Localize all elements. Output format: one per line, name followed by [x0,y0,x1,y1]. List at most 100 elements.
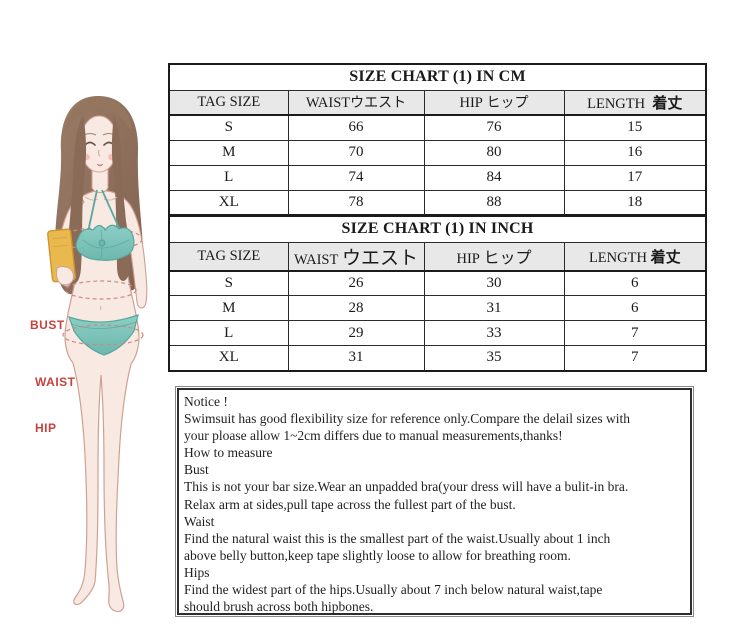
model-figure-drawing [47,96,148,613]
mouth [96,163,104,167]
navel [99,305,102,311]
bikini-bottom [68,314,139,356]
notice-line: your ploase allow 1~2cm differs due to m… [184,428,563,444]
table-header-row: TAG SIZE WAISTウエスト HIP ヒップ LENGTH 着丈 [168,89,707,116]
header-tag-size: TAG SIZE [168,89,289,116]
notice-line: How to measure [184,445,273,461]
waist-label: WAIST [35,375,76,389]
notice-line: Find the natural waist this is the small… [184,530,611,546]
cell-size: M [168,295,289,321]
inch-table-title: SIZE CHART (1) IN INCH [168,215,707,243]
cell-waist: 70 [287,139,425,166]
header-hip-jp: ヒップ [483,250,532,267]
notice-line: Swimsuit has good flexibility size for r… [184,411,631,427]
header-waist-en: WAIST [294,251,339,268]
header-length: LENGTH 着丈 [563,89,707,116]
table-row: S 26 30 6 [168,270,707,296]
bikini-bottom-band-line [70,321,137,329]
model-illustration: BUST WAIST HIP [5,90,170,630]
cell-waist: 29 [287,320,425,346]
cell-waist: 74 [287,164,425,191]
header-length: LENGTH 着丈 [563,241,707,272]
cell-length: 18 [563,189,707,216]
header-hip-en: HIP [456,251,480,267]
cell-size: L [168,164,289,191]
waist-dashed-line [65,280,137,300]
cell-hip: 35 [423,345,565,371]
cell-hip: 33 [423,320,565,346]
header-length-jp: 着丈 [650,249,681,266]
collarbone-lines [84,196,118,201]
cell-length: 17 [563,164,707,191]
notice-line: Relax arm at sides,pull tape across the … [184,496,516,512]
notice-line: Notice ! [184,394,228,409]
header-length-jp: 着丈 [652,95,683,112]
header-hip-en: HIP [459,95,483,112]
cell-waist: 28 [287,295,425,321]
notice-line: Bust [184,462,209,478]
table-title-row: SIZE CHART (1) IN CM [168,63,707,91]
cell-length: 7 [563,345,707,371]
hip-label: HIP [35,421,57,435]
cell-size: S [168,114,289,141]
cell-size: S [168,270,289,296]
cell-length: 7 [563,320,707,346]
bikini-top-knot [98,239,106,247]
table-row: L 74 84 17 [168,164,707,191]
cell-length: 6 [563,295,707,321]
table-row: L 29 33 7 [168,320,707,346]
header-waist-jp: ウエスト [341,247,418,269]
cell-hip: 80 [423,139,565,166]
table-row: XL 31 35 7 [168,345,707,371]
cell-length: 15 [563,114,707,141]
size-charts: SIZE CHART (1) IN CM TAG SIZE WAISTウエスト … [168,63,708,372]
header-length-en: LENGTH [587,95,646,112]
size-chart-inch-table: SIZE CHART (1) IN INCH TAG SIZE WAIST ウエ… [168,215,708,372]
header-waist: WAISTウエスト [287,89,425,116]
header-length-en: LENGTH [588,249,647,266]
body [64,189,140,613]
header-waist: WAIST ウエスト [287,241,425,272]
hair-top [66,98,132,132]
cell-size: XL [168,189,289,216]
hip-dashed-line [62,324,144,346]
cell-waist: 26 [287,270,425,296]
bikini-straps [87,189,121,233]
notice-line: Waist [184,513,215,529]
hand-holding-tape [56,266,74,286]
nose [98,149,101,157]
cell-size: XL [168,345,289,371]
cell-waist: 66 [287,114,425,141]
header-waist-jp: ウエスト [350,96,407,112]
bust-label: BUST [30,318,65,332]
cell-size: L [168,320,289,346]
cell-size: M [168,139,289,166]
notice-line: This is not your bar size.Wear an unpadd… [184,479,629,495]
table-title-row: SIZE CHART (1) IN INCH [168,215,707,243]
table-header-row: TAG SIZE WAIST ウエスト HIP ヒップ LENGTH 着丈 [168,241,707,272]
table-row: S 66 76 15 [168,114,707,141]
cm-table-title: SIZE CHART (1) IN CM [168,63,707,91]
header-tag-size: TAG SIZE [168,241,289,272]
table-row: XL 78 88 18 [168,189,707,216]
cell-hip: 76 [423,114,565,141]
table-row: M 70 80 16 [168,139,707,166]
notice-line: Hips [184,564,210,580]
header-hip: HIP ヒップ [423,241,565,272]
notice-line: Find the widest part of the hips.Usually… [184,582,603,598]
notice-line: should brush across both hipbones. [184,599,374,615]
cell-length: 6 [563,270,707,296]
cell-hip: 84 [423,164,565,191]
notice-line: above belly button,keep tape slightly lo… [184,547,571,563]
header-tag-size-text: TAG SIZE [197,93,261,110]
size-chart-cm-table: SIZE CHART (1) IN CM TAG SIZE WAISTウエスト … [168,63,707,216]
header-hip: HIP ヒップ [423,89,565,116]
cell-hip: 30 [423,270,565,296]
notice-box: Notice ! Swimsuit has good flexibility s… [175,386,694,617]
cell-hip: 31 [423,295,565,321]
header-hip-jp: ヒップ [486,96,529,112]
cell-waist: 31 [287,345,425,371]
cell-waist: 78 [287,189,425,216]
cell-length: 16 [563,139,707,166]
